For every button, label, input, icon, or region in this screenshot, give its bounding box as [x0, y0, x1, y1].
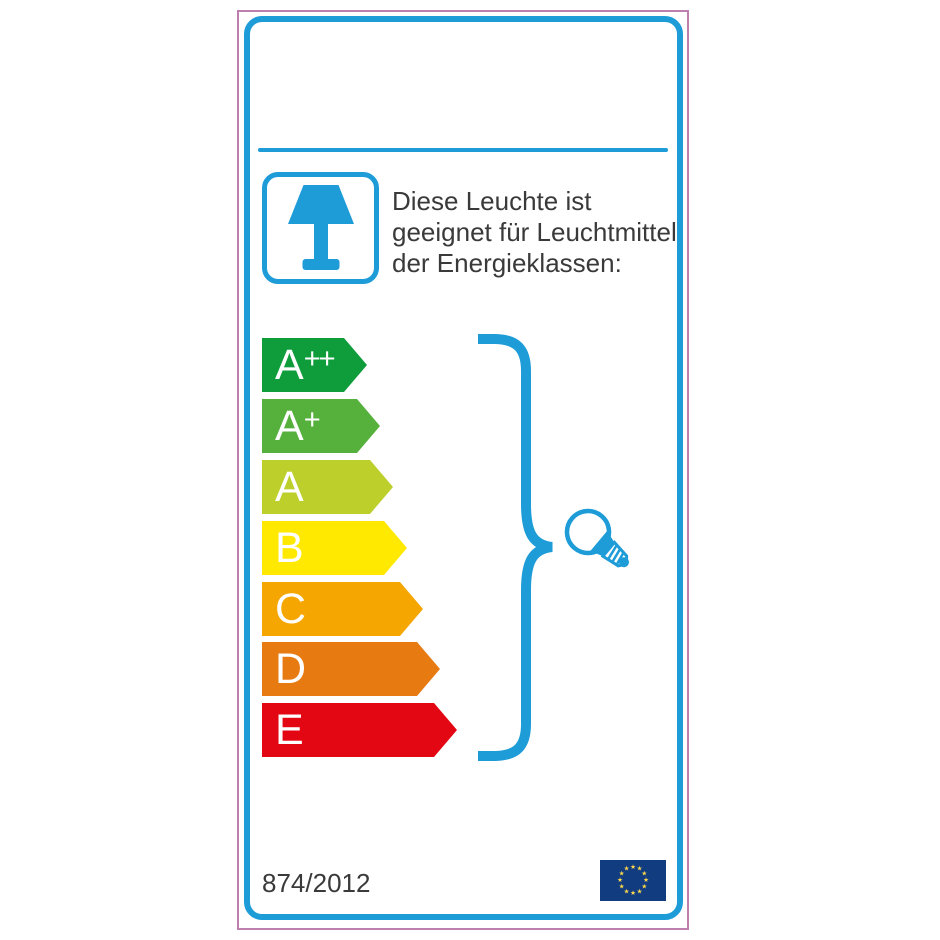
svg-text:★: ★ — [619, 883, 625, 891]
energy-class-label: A — [275, 462, 304, 511]
energy-class-label: A++ — [275, 340, 334, 389]
energy-class-label: A+ — [275, 401, 319, 450]
svg-text:★: ★ — [637, 887, 643, 895]
energy-class-label: D — [275, 644, 307, 693]
svg-text:★: ★ — [643, 876, 649, 884]
svg-text:★: ★ — [619, 870, 625, 878]
table-lamp-icon — [287, 185, 354, 270]
outer-frame — [237, 10, 689, 930]
suitability-text-line2: geeignet für Leuchtmittel — [392, 217, 677, 247]
suitability-text-line3: der Energieklassen: — [392, 248, 622, 278]
suitability-text-line1: Diese Leuchte ist — [392, 186, 592, 216]
energy-class-label: E — [275, 705, 304, 754]
energy-class-label: B — [275, 523, 304, 572]
energy-class-arrow-a-plus-plus: A++ — [262, 338, 367, 392]
regulation-number: 874/2012 — [262, 868, 371, 898]
energy-class-arrow-c: C — [262, 582, 423, 636]
energy-class-label: C — [275, 584, 307, 633]
svg-text:★: ★ — [641, 883, 647, 891]
svg-text:★: ★ — [617, 876, 623, 884]
svg-text:★: ★ — [630, 863, 636, 871]
svg-text:★: ★ — [624, 865, 630, 873]
eu-flag-stars: ★ ★ ★ ★ ★ ★ ★ ★ ★ ★ ★ ★ — [617, 863, 649, 897]
energy-class-arrow-d: D — [262, 642, 440, 696]
svg-text:★: ★ — [637, 865, 643, 873]
energy-class-arrow-a: A — [262, 460, 393, 514]
energy-class-arrow-e: E — [262, 703, 457, 757]
svg-text:★: ★ — [630, 889, 636, 897]
eu-flag: ★ ★ ★ ★ ★ ★ ★ ★ ★ ★ ★ ★ — [600, 860, 666, 901]
top-divider-line — [258, 148, 668, 152]
luminaire-icon-box — [262, 172, 379, 284]
svg-text:★: ★ — [641, 870, 647, 878]
energy-class-arrow-b: B — [262, 521, 407, 575]
energy-class-arrow-a-plus: A+ — [262, 399, 380, 453]
svg-text:★: ★ — [624, 887, 630, 895]
suitability-text: Diese Leuchte ist geeignet für Leuchtmit… — [392, 186, 692, 279]
